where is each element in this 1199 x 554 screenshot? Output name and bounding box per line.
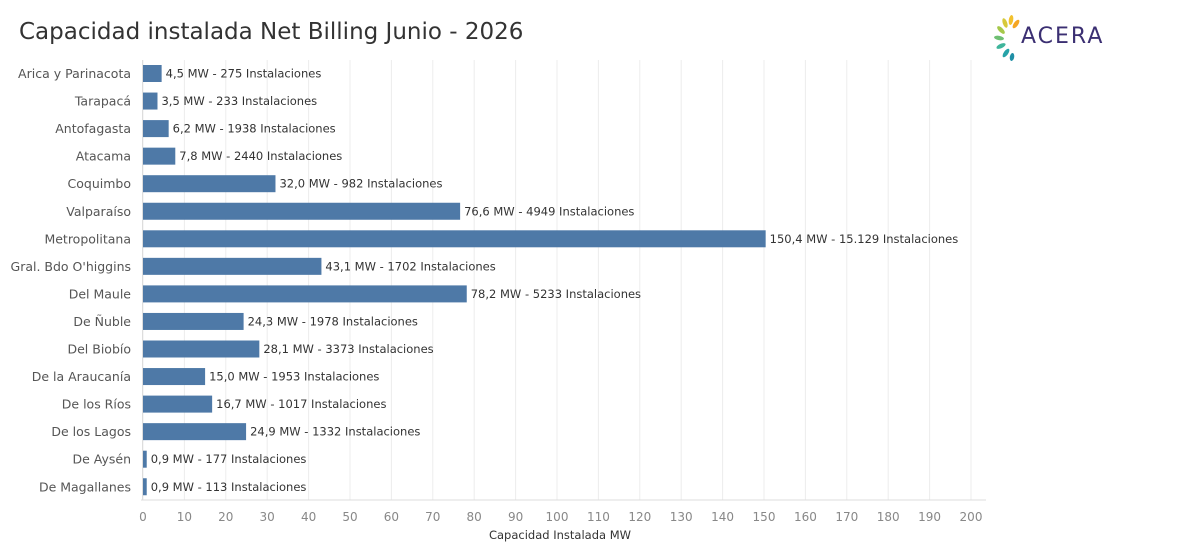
data-label: 150,4 MW - 15.129 Instalaciones — [770, 232, 959, 246]
x-tick-label: 150 — [753, 510, 776, 524]
x-tick-label: 100 — [546, 510, 569, 524]
category-label: Valparaíso — [66, 204, 131, 219]
chart-title: Capacidad instalada Net Billing Junio - … — [19, 19, 524, 45]
x-tick-label: 70 — [425, 510, 440, 524]
x-axis-title: Capacidad Instalada MW — [489, 528, 631, 542]
x-tick-label: 90 — [508, 510, 523, 524]
data-label: 78,2 MW - 5233 Instalaciones — [471, 287, 641, 301]
category-label: De Magallanes — [39, 479, 131, 494]
bar — [143, 340, 260, 358]
category-label: Del Maule — [69, 286, 132, 301]
category-label: Arica y Parinacota — [18, 66, 131, 81]
bar — [143, 230, 766, 248]
category-label: De los Ríos — [62, 397, 131, 412]
data-label: 6,2 MW - 1938 Instalaciones — [173, 122, 336, 136]
bar — [143, 147, 176, 165]
x-tick-label: 60 — [384, 510, 399, 524]
bar — [143, 312, 244, 330]
data-label: 24,3 MW - 1978 Instalaciones — [248, 314, 418, 328]
data-label: 24,9 MW - 1332 Instalaciones — [250, 425, 420, 439]
x-tick-label: 0 — [139, 510, 147, 524]
data-label: 76,6 MW - 4949 Instalaciones — [464, 204, 634, 218]
x-tick-label: 170 — [835, 510, 858, 524]
x-tick-label: 140 — [711, 510, 734, 524]
x-tick-label: 200 — [960, 510, 983, 524]
category-label: Antofagasta — [55, 121, 131, 136]
bar — [143, 285, 467, 303]
bar — [143, 175, 276, 193]
category-label: De los Lagos — [51, 424, 131, 439]
x-tick-label: 10 — [177, 510, 192, 524]
data-label: 15,0 MW - 1953 Instalaciones — [209, 370, 379, 384]
category-label: De la Araucanía — [32, 369, 131, 384]
bar — [143, 395, 213, 413]
category-label: De Ñuble — [73, 314, 131, 329]
category-label: Coquimbo — [68, 176, 131, 191]
category-label: Metropolitana — [44, 231, 131, 246]
data-label: 7,8 MW - 2440 Instalaciones — [179, 149, 342, 163]
x-tick-label: 50 — [342, 510, 357, 524]
x-tick-label: 30 — [260, 510, 275, 524]
logo-text: ACERA — [1021, 24, 1105, 49]
data-label: 43,1 MW - 1702 Instalaciones — [325, 259, 495, 273]
data-label: 0,9 MW - 113 Instalaciones — [151, 480, 307, 494]
bar — [143, 65, 162, 82]
category-label: Gral. Bdo O'higgins — [11, 259, 131, 274]
data-label: 16,7 MW - 1017 Instalaciones — [216, 397, 386, 411]
category-label: Atacama — [76, 149, 131, 164]
bar — [143, 257, 322, 275]
x-tick-label: 40 — [301, 510, 316, 524]
category-label: Del Biobío — [67, 342, 131, 357]
x-tick-label: 110 — [587, 510, 610, 524]
x-tick-label: 120 — [628, 510, 651, 524]
x-tick-label: 80 — [467, 510, 482, 524]
x-tick-label: 160 — [794, 510, 817, 524]
bar — [143, 450, 147, 468]
bar — [143, 368, 206, 386]
acera-logo: ACERA — [994, 14, 1109, 62]
bar — [143, 423, 247, 441]
category-label: Tarapacá — [74, 94, 131, 109]
category-label: De Aysén — [72, 452, 131, 467]
bar — [143, 202, 461, 220]
bar — [143, 478, 147, 496]
x-tick-label: 180 — [877, 510, 900, 524]
data-label: 28,1 MW - 3373 Instalaciones — [263, 342, 433, 356]
x-tick-label: 130 — [670, 510, 693, 524]
data-label: 4,5 MW - 275 Instalaciones — [166, 67, 322, 81]
data-label: 3,5 MW - 233 Instalaciones — [161, 94, 317, 108]
x-tick-label: 20 — [218, 510, 233, 524]
sun-leaf-icon — [994, 15, 1020, 61]
x-tick-label: 190 — [918, 510, 941, 524]
bar — [143, 120, 169, 138]
bar — [143, 92, 158, 110]
data-label: 32,0 MW - 982 Instalaciones — [279, 177, 442, 191]
data-label: 0,9 MW - 177 Instalaciones — [151, 452, 307, 466]
